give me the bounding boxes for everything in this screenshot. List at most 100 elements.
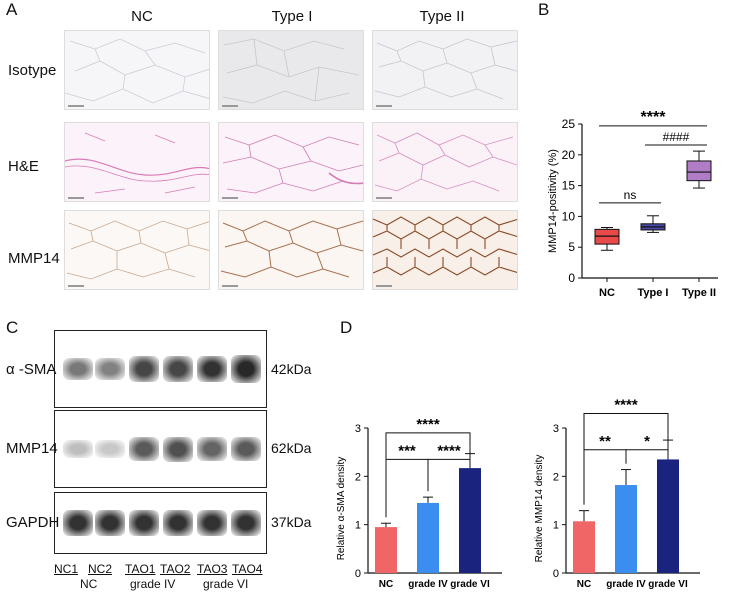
blot-band xyxy=(197,355,227,383)
y-tick-label: 5 xyxy=(568,240,575,254)
y-tick-label: 2 xyxy=(355,471,361,483)
kda-label-mmp14: 62kDa xyxy=(271,440,312,456)
blot-band xyxy=(95,358,125,380)
y-tick-label: 2 xyxy=(553,471,559,483)
panel-letter-a: A xyxy=(6,0,18,19)
bar-chart-sma-density: 0 1 2 3 Relative α-SMA density NC grade IV grad… xyxy=(336,416,502,590)
kda-label-sma: 42kDa xyxy=(271,361,312,377)
lane-label: NC1 xyxy=(54,562,79,576)
bar xyxy=(657,459,679,573)
panel-letter-c: C xyxy=(6,318,19,337)
blot-band xyxy=(163,509,193,537)
kda-label-gapdh: 37kDa xyxy=(271,514,312,530)
x-tick-label: grade IV xyxy=(606,579,646,590)
lane-label: TAO3 xyxy=(197,562,228,576)
histology-image-isotype-type-ii xyxy=(372,30,518,110)
y-tick-label: 3 xyxy=(355,423,361,435)
significance-bracket xyxy=(427,447,471,492)
lane-label: NC2 xyxy=(88,562,113,576)
blot-band xyxy=(163,436,193,462)
column-header-nc: NC xyxy=(131,8,153,25)
significance-label: ns xyxy=(624,188,637,202)
row-header-mmp14: MMP14 xyxy=(8,250,60,267)
y-tick-label: 20 xyxy=(562,148,576,162)
y-tick-label: 1 xyxy=(355,520,361,532)
blot-band xyxy=(197,437,227,461)
row-header-isotype: Isotype xyxy=(8,62,57,79)
group-label: grade VI xyxy=(203,577,249,591)
column-header-type-i: Type I xyxy=(271,8,313,25)
histology-image-isotype-nc xyxy=(64,30,210,110)
x-tick-label: grade VI xyxy=(648,579,688,590)
panel-letter-d: D xyxy=(340,318,353,337)
x-tick-label: grade IV xyxy=(408,579,448,590)
significance-label: * xyxy=(644,433,650,450)
histology-image-he-nc xyxy=(64,122,210,202)
bar-chart-mmp14-density: 0 1 2 3 Relative MMP14 density NC grade IV grad… xyxy=(534,397,700,590)
blot-band xyxy=(63,357,93,381)
y-tick-label: 0 xyxy=(355,568,361,580)
blot-band xyxy=(129,509,159,537)
blot-band xyxy=(129,436,159,462)
significance-bracket xyxy=(625,434,669,464)
blot-band xyxy=(63,509,93,537)
significance-label: **** xyxy=(416,416,440,433)
x-tick-label: NC xyxy=(599,287,615,299)
blot-box-sma xyxy=(54,330,267,408)
x-tick-label: Type II xyxy=(682,287,716,299)
blot-band xyxy=(197,509,227,537)
blot-band xyxy=(63,439,93,459)
y-tick-label: 3 xyxy=(553,423,559,435)
histology-image-mmp14-nc xyxy=(64,210,210,290)
bar xyxy=(615,485,637,573)
blot-band xyxy=(231,509,261,537)
protein-label-gapdh: GAPDH xyxy=(6,514,60,531)
blot-band xyxy=(129,356,159,382)
panel-letter-b: B xyxy=(538,0,550,19)
histology-image-mmp14-type-i xyxy=(218,210,364,290)
blot-band xyxy=(163,356,193,382)
blot-band xyxy=(231,355,261,383)
significance-label: *** xyxy=(398,442,416,459)
box xyxy=(594,228,620,245)
bar xyxy=(459,468,481,573)
y-axis-label: Relative α-SMA density xyxy=(336,457,347,561)
lane-label: TAO2 xyxy=(160,562,191,576)
bar xyxy=(417,502,439,573)
protein-label-mmp14: MMP14 xyxy=(6,440,58,457)
y-tick-label: 1 xyxy=(553,520,559,532)
x-tick-label: grade VI xyxy=(450,579,490,590)
box-plot: 0 5 10 15 20 25 MMP14-positivity (%) NC Type I Ty… xyxy=(547,109,718,299)
blot-band xyxy=(95,509,125,537)
histology-image-isotype-type-i xyxy=(218,30,364,110)
protein-label-sma: α -SMA xyxy=(6,361,57,378)
x-tick-label: Type I xyxy=(638,287,669,299)
blot-box-gapdh xyxy=(54,492,267,554)
y-tick-label: 10 xyxy=(562,209,576,223)
y-axis-label: MMP14-positivity (%) xyxy=(547,149,559,253)
significance-label: **** xyxy=(641,109,667,126)
histology-image-mmp14-type-ii xyxy=(372,210,518,290)
x-tick-label: NC xyxy=(379,579,393,590)
histology-image-he-type-ii xyxy=(372,122,518,202)
blot-band xyxy=(95,440,125,458)
significance-label: **** xyxy=(437,442,461,459)
significance-label: #### xyxy=(663,130,690,144)
box xyxy=(686,160,712,182)
bar xyxy=(375,527,397,573)
x-tick-label: NC xyxy=(577,579,591,590)
y-tick-label: 25 xyxy=(562,117,576,131)
y-tick-label: 15 xyxy=(562,179,576,193)
histology-image-he-type-i xyxy=(218,122,364,202)
significance-label: ** xyxy=(599,433,611,450)
significance-label: **** xyxy=(614,397,638,414)
y-axis-label: Relative MMP14 density xyxy=(534,455,545,563)
group-label: NC xyxy=(80,577,98,591)
blot-box-mmp14 xyxy=(54,410,267,488)
y-tick-label: 0 xyxy=(553,568,559,580)
significance-bracket xyxy=(385,432,471,518)
significance-bracket xyxy=(583,413,669,505)
column-header-type-ii: Type II xyxy=(419,8,465,25)
y-tick-label: 0 xyxy=(568,271,575,285)
lane-label: TAO1 xyxy=(125,562,156,576)
